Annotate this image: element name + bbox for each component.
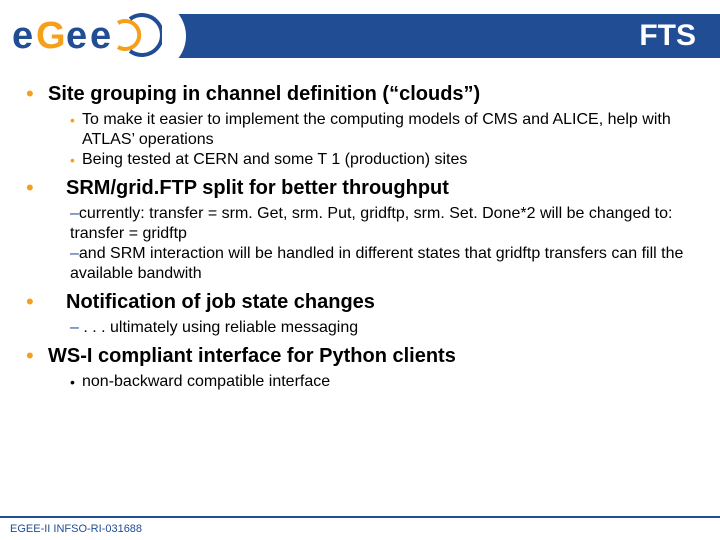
- sub-block: • To make it easier to implement the com…: [26, 110, 694, 170]
- bullet-mark-icon: •: [26, 344, 48, 368]
- sub-dash-item: – . . . ultimately using reliable messag…: [70, 318, 694, 338]
- bullet-item: • Site grouping in channel definition (“…: [26, 82, 694, 106]
- bullet-mark-icon: •: [26, 176, 48, 200]
- bullet-mark-icon: •: [26, 82, 48, 106]
- slide-content: • Site grouping in channel definition (“…: [0, 72, 720, 392]
- bullet-title: Notification of job state changes: [48, 290, 375, 314]
- dash-mark-icon: –: [70, 245, 79, 262]
- sub-dash-item: –currently: transfer = srm. Get, srm. Pu…: [70, 204, 694, 244]
- sub-bullet-item: • non-backward compatible interface: [70, 372, 694, 392]
- sub-bullet-text: non-backward compatible interface: [82, 372, 330, 392]
- egee-logo: e G e e: [12, 13, 162, 59]
- slide-footer: EGEE-II INFSO-RI-031688: [0, 516, 720, 540]
- sub-bullet-mark-icon: •: [70, 372, 82, 392]
- sub-block: – . . . ultimately using reliable messag…: [26, 318, 694, 338]
- slide-header: FTS e G e e: [0, 0, 720, 72]
- logo-arc-icon: [130, 15, 162, 55]
- sub-dash-text: and SRM interaction will be handled in d…: [70, 245, 683, 282]
- sub-block: –currently: transfer = srm. Get, srm. Pu…: [26, 204, 694, 284]
- sub-block: • non-backward compatible interface: [26, 372, 694, 392]
- sub-dash-text: currently: transfer = srm. Get, srm. Put…: [70, 205, 672, 242]
- logo-letter-e: e: [90, 15, 111, 57]
- dash-mark-icon: –: [70, 319, 83, 336]
- logo-letter-e: e: [12, 15, 33, 57]
- dash-mark-icon: –: [70, 205, 79, 222]
- bullet-title: SRM/grid.FTP split for better throughput: [48, 176, 449, 200]
- sub-bullet-text: Being tested at CERN and some T 1 (produ…: [82, 150, 467, 170]
- bullet-title: WS-I compliant interface for Python clie…: [48, 344, 456, 368]
- logo-letter-g: G: [36, 15, 66, 57]
- footer-text: EGEE-II INFSO-RI-031688: [10, 523, 142, 535]
- sub-bullet-mark-icon: •: [70, 150, 82, 170]
- logo-letter-e: e: [66, 15, 87, 57]
- bullet-item: • Notification of job state changes: [26, 290, 694, 314]
- bullet-item: • WS-I compliant interface for Python cl…: [26, 344, 694, 368]
- sub-dash-text: . . . ultimately using reliable messagin…: [83, 319, 358, 336]
- bullet-title: Site grouping in channel definition (“cl…: [48, 82, 480, 106]
- slide-title: FTS: [639, 19, 696, 53]
- bullet-item: • SRM/grid.FTP split for better throughp…: [26, 176, 694, 200]
- logo-container: e G e e: [0, 0, 186, 72]
- sub-bullet-mark-icon: •: [70, 110, 82, 130]
- bullet-mark-icon: •: [26, 290, 48, 314]
- sub-bullet-text: To make it easier to implement the compu…: [82, 110, 694, 150]
- sub-bullet-item: • Being tested at CERN and some T 1 (pro…: [70, 150, 694, 170]
- sub-bullet-item: • To make it easier to implement the com…: [70, 110, 694, 150]
- logo-arc-icon: [118, 21, 139, 49]
- sub-dash-item: –and SRM interaction will be handled in …: [70, 244, 694, 284]
